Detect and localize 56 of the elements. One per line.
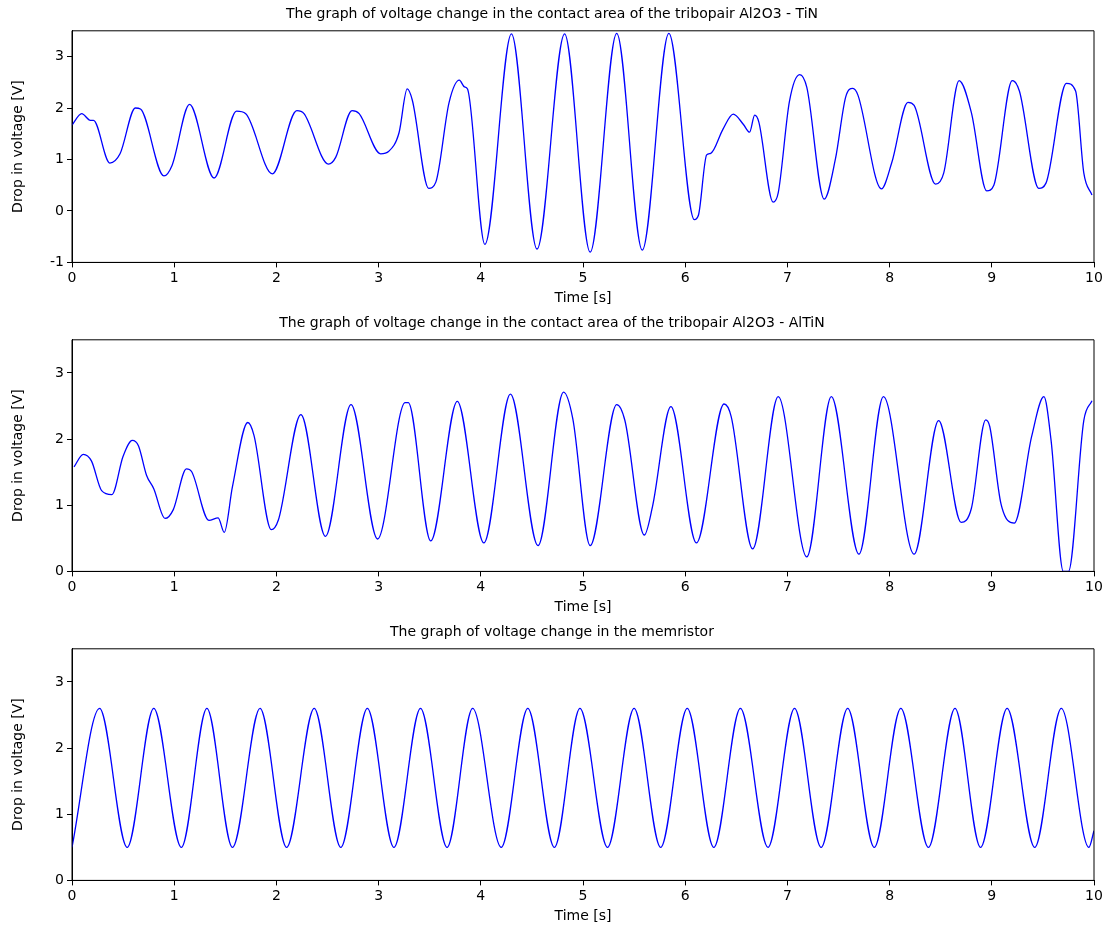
x-tick-label: 8 xyxy=(885,887,895,904)
x-tick-label: 3 xyxy=(374,269,384,286)
chart-title: The graph of voltage change in the contact area of the tribopair Al2O3 - TiN xyxy=(285,5,818,22)
x-tick-label: 9 xyxy=(987,578,997,595)
y-tick-label: 3 xyxy=(55,47,64,64)
chart-title: The graph of voltage change in the contact area of the tribopair Al2O3 - AlTiN xyxy=(278,314,825,331)
x-tick-label: 3 xyxy=(374,887,384,904)
y-tick-label: 3 xyxy=(55,363,64,380)
x-tick-label: 10 xyxy=(1085,578,1103,595)
x-tick-label: 5 xyxy=(578,269,588,286)
x-tick-label: 6 xyxy=(680,887,690,904)
x-tick-label: 0 xyxy=(67,578,77,595)
x-tick-label: 0 xyxy=(67,887,77,904)
y-tick-label: 1 xyxy=(55,495,64,512)
x-tick-label: 7 xyxy=(782,578,792,595)
x-tick-label: 0 xyxy=(67,269,77,286)
y-tick-label: 1 xyxy=(55,150,64,167)
x-axis-title: Time [s] xyxy=(553,289,612,306)
x-tick-label: 10 xyxy=(1085,887,1103,904)
x-tick-label: 9 xyxy=(987,887,997,904)
y-tick-label: 2 xyxy=(55,738,64,755)
x-tick-label: 9 xyxy=(987,269,997,286)
y-tick-label: 3 xyxy=(55,672,64,689)
x-tick-label: 2 xyxy=(271,269,281,286)
x-axis-title: Time [s] xyxy=(553,907,612,924)
y-tick-label: 2 xyxy=(55,429,64,446)
x-tick-label: 8 xyxy=(885,269,895,286)
x-tick-label: 3 xyxy=(374,578,384,595)
y-axis-title: Drop in voltage [V] xyxy=(9,80,26,213)
x-tick-label: 1 xyxy=(169,269,179,286)
x-axis-title: Time [s] xyxy=(553,598,612,615)
x-tick-label: 6 xyxy=(680,578,690,595)
x-tick-label: 2 xyxy=(271,578,281,595)
chart-title: The graph of voltage change in the memristor xyxy=(389,623,715,640)
x-tick-label: 10 xyxy=(1085,269,1103,286)
y-tick-label: 0 xyxy=(55,562,64,579)
x-tick-label: 8 xyxy=(885,578,895,595)
y-tick-label: -1 xyxy=(50,253,64,270)
x-tick-label: 1 xyxy=(169,578,179,595)
x-tick-label: 4 xyxy=(476,578,486,595)
y-tick-label: 1 xyxy=(55,804,64,821)
x-tick-label: 4 xyxy=(476,269,486,286)
x-tick-label: 1 xyxy=(169,887,179,904)
x-tick-label: 7 xyxy=(782,269,792,286)
y-axis-title: Drop in voltage [V] xyxy=(9,389,26,522)
y-axis-title: Drop in voltage [V] xyxy=(9,698,26,831)
x-tick-label: 2 xyxy=(271,887,281,904)
y-tick-label: 2 xyxy=(55,98,64,115)
x-tick-label: 6 xyxy=(680,269,690,286)
x-tick-label: 5 xyxy=(578,578,588,595)
line-series xyxy=(72,32,1093,253)
y-tick-label: 0 xyxy=(55,871,64,888)
x-tick-label: 5 xyxy=(578,887,588,904)
y-tick-label: 0 xyxy=(55,201,64,218)
x-tick-label: 4 xyxy=(476,887,486,904)
x-tick-label: 7 xyxy=(782,887,792,904)
